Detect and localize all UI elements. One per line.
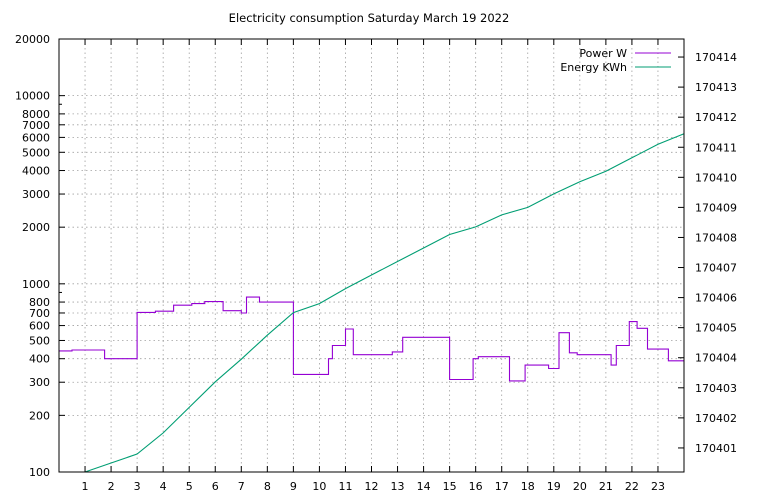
x-tick-label: 15 — [443, 480, 457, 493]
x-tick-label: 22 — [625, 480, 639, 493]
x-tick-label: 17 — [495, 480, 509, 493]
x-tick-label: 1 — [82, 480, 89, 493]
y-tick-label: 400 — [29, 353, 50, 366]
y2-tick-label: 170402 — [695, 412, 737, 425]
y2-tick-label: 170413 — [695, 81, 737, 94]
x-tick-label: 21 — [599, 480, 613, 493]
x-tick-label: 11 — [338, 480, 352, 493]
x-tick-label: 3 — [134, 480, 141, 493]
y2-tick-label: 170408 — [695, 231, 737, 244]
legend-label: Power W — [579, 47, 627, 60]
y-tick-label: 20000 — [15, 33, 50, 46]
y2-tick-label: 170410 — [695, 171, 737, 184]
grid — [59, 39, 684, 472]
y-tick-label: 500 — [29, 334, 50, 347]
y2-tick-label: 170403 — [695, 382, 737, 395]
x-tick-label: 14 — [417, 480, 431, 493]
y2-tick-label: 170406 — [695, 292, 737, 305]
x-tick-label: 19 — [547, 480, 561, 493]
y2-tick-label: 170404 — [695, 352, 737, 365]
y-tick-label: 7000 — [22, 119, 50, 132]
x-tick-label: 2 — [108, 480, 115, 493]
x-tick-label: 20 — [573, 480, 587, 493]
y-tick-label: 3000 — [22, 188, 50, 201]
plot-area — [59, 133, 685, 473]
y-tick-label: 8000 — [22, 108, 50, 121]
y-tick-label: 4000 — [22, 165, 50, 178]
axes: 1 2 3 4 5 6 7 8 9 10 11 12 13 14 15 16 17 18 19 20 21 22 23100… — [15, 33, 737, 493]
series-line-energy-kwh — [68, 133, 685, 473]
y2-tick-label: 170401 — [695, 442, 737, 455]
x-tick-label: 10 — [312, 480, 326, 493]
x-tick-label: 9 — [290, 480, 297, 493]
x-tick-label: 4 — [160, 480, 167, 493]
y2-tick-label: 170412 — [695, 111, 737, 124]
y2-tick-label: 170414 — [695, 51, 737, 64]
y-tick-label: 200 — [29, 409, 50, 422]
x-tick-label: 7 — [238, 480, 245, 493]
x-tick-label: 18 — [521, 480, 535, 493]
y2-tick-label: 170405 — [695, 322, 737, 335]
x-tick-label: 12 — [365, 480, 379, 493]
y-tick-label: 5000 — [22, 146, 50, 159]
y2-tick-label: 170407 — [695, 262, 737, 275]
series-line-power-w — [59, 296, 684, 382]
x-tick-label: 5 — [186, 480, 193, 493]
chart-title: Electricity consumption Saturday March 1… — [229, 11, 510, 25]
y-tick-label: 10000 — [15, 90, 50, 103]
y-tick-label: 100 — [29, 466, 50, 479]
y-tick-label: 300 — [29, 376, 50, 389]
y2-tick-label: 170409 — [695, 201, 737, 214]
x-tick-label: 6 — [212, 480, 219, 493]
y-tick-label: 6000 — [22, 131, 50, 144]
x-tick-label: 13 — [391, 480, 405, 493]
y-tick-label: 800 — [29, 296, 50, 309]
y-tick-label: 600 — [29, 320, 50, 333]
y-tick-label: 700 — [29, 307, 50, 320]
x-tick-label: 8 — [264, 480, 271, 493]
y-tick-label: 1000 — [22, 278, 50, 291]
y-tick-label: 2000 — [22, 221, 50, 234]
legend-label: Energy KWh — [560, 61, 627, 74]
x-tick-label: 16 — [469, 480, 483, 493]
y2-tick-label: 170411 — [695, 141, 737, 154]
x-tick-label: 23 — [651, 480, 665, 493]
